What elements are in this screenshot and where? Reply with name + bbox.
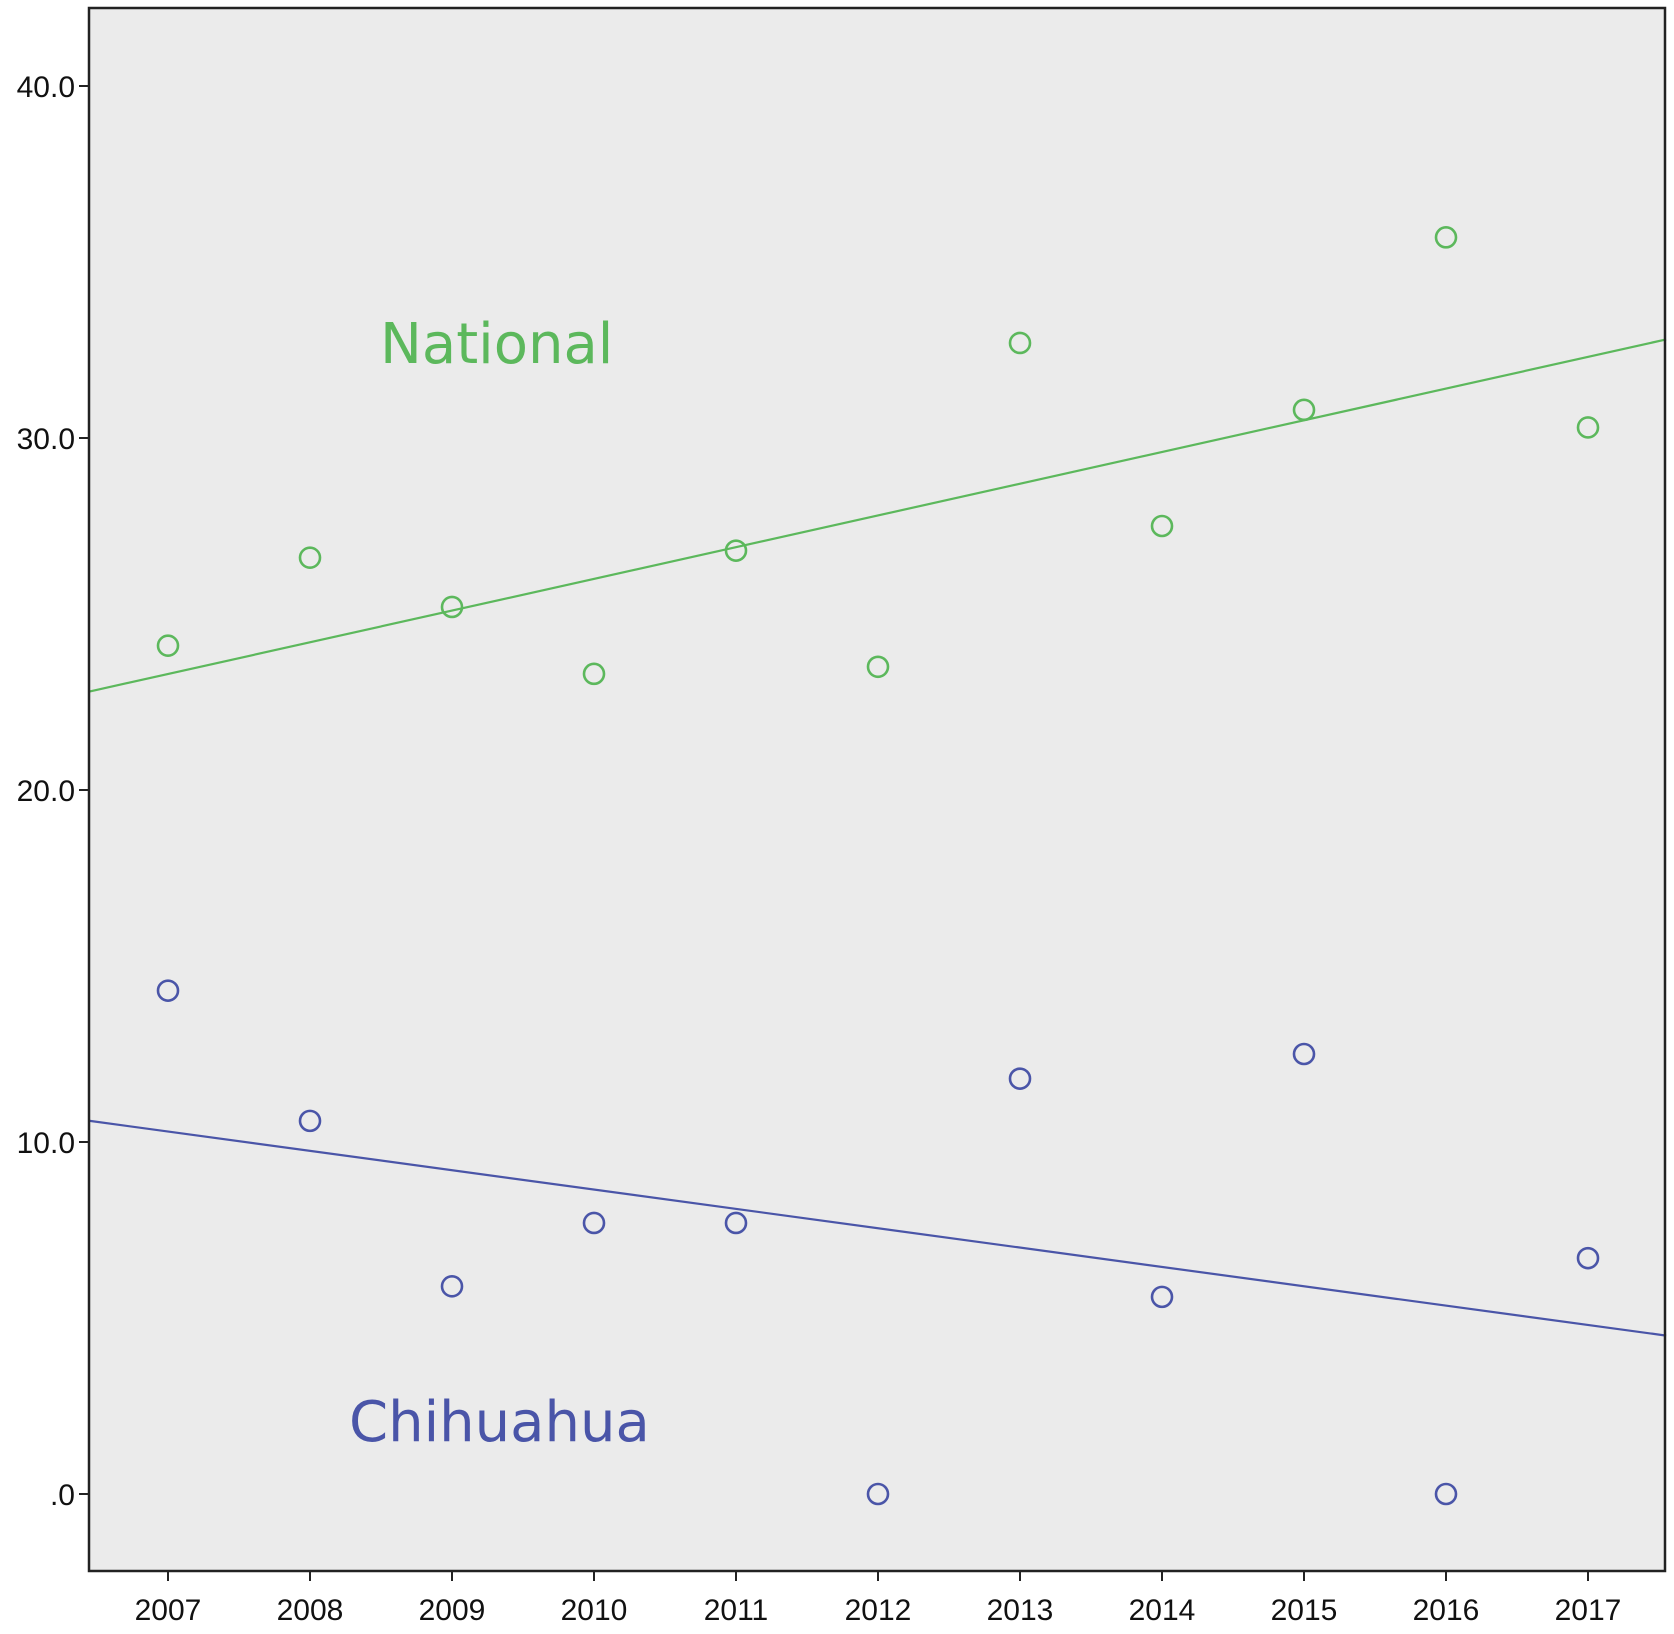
data-point-national-2008	[298, 546, 322, 569]
data-point-national-2012	[866, 655, 890, 679]
plot-area	[89, 8, 1665, 1571]
data-point-chihuahua-2016	[1434, 1482, 1458, 1506]
data-point-chihuahua-2011	[724, 1211, 748, 1235]
data-point-chihuahua-2013	[1008, 1067, 1032, 1090]
data-point-national-2009	[440, 595, 464, 619]
data-point-national-2011	[724, 539, 748, 562]
fit-line-national	[89, 338, 1667, 693]
y-tick-label: 10.0	[17, 1127, 75, 1160]
data-point-chihuahua-2007	[156, 979, 180, 1002]
data-point-chihuahua-2009	[440, 1275, 464, 1298]
y-tick-label: 40.0	[17, 71, 75, 104]
data-point-chihuahua-2012	[866, 1482, 890, 1506]
series-label-chihuahua: Chihuahua	[349, 1390, 650, 1455]
y-tick-label: 20.0	[17, 775, 75, 808]
y-tick-label: 30.0	[17, 423, 75, 456]
data-point-national-2015	[1292, 398, 1316, 422]
fit-lines	[89, 338, 1667, 1337]
x-tick-label: 2015	[1271, 1594, 1338, 1627]
fit-line-chihuahua	[89, 1119, 1667, 1337]
data-point-chihuahua-2015	[1292, 1042, 1316, 1066]
data-points	[156, 226, 1600, 1506]
data-point-chihuahua-2010	[582, 1211, 606, 1235]
x-tick-label: 2010	[561, 1594, 628, 1627]
x-tick-label: 2009	[419, 1594, 486, 1627]
data-point-national-2014	[1150, 514, 1174, 538]
data-point-chihuahua-2017	[1576, 1246, 1600, 1270]
x-tick-label: 2017	[1555, 1594, 1622, 1627]
data-point-national-2010	[582, 662, 606, 686]
data-point-chihuahua-2008	[298, 1109, 322, 1133]
x-tick-label: 2007	[135, 1594, 202, 1627]
series-label-national: National	[380, 312, 613, 377]
x-tick-label: 2013	[987, 1594, 1054, 1627]
data-point-national-2016	[1434, 226, 1458, 249]
x-tick-label: 2016	[1413, 1594, 1480, 1627]
x-tick-label: 2011	[704, 1594, 769, 1627]
y-tick-label: .0	[50, 1479, 75, 1512]
data-point-national-2017	[1576, 416, 1600, 439]
data-point-national-2013	[1008, 331, 1032, 355]
x-tick-label: 2014	[1129, 1594, 1196, 1627]
data-point-national-2007	[156, 634, 180, 657]
data-point-chihuahua-2014	[1150, 1285, 1174, 1309]
axes: 2007 2008 2009 2010 2011 2012 2013 2014 2015 2016…	[17, 71, 1622, 1627]
plot-frame	[87, 6, 1667, 1573]
x-tick-label: 2008	[277, 1594, 344, 1627]
x-tick-label: 2012	[845, 1594, 912, 1627]
